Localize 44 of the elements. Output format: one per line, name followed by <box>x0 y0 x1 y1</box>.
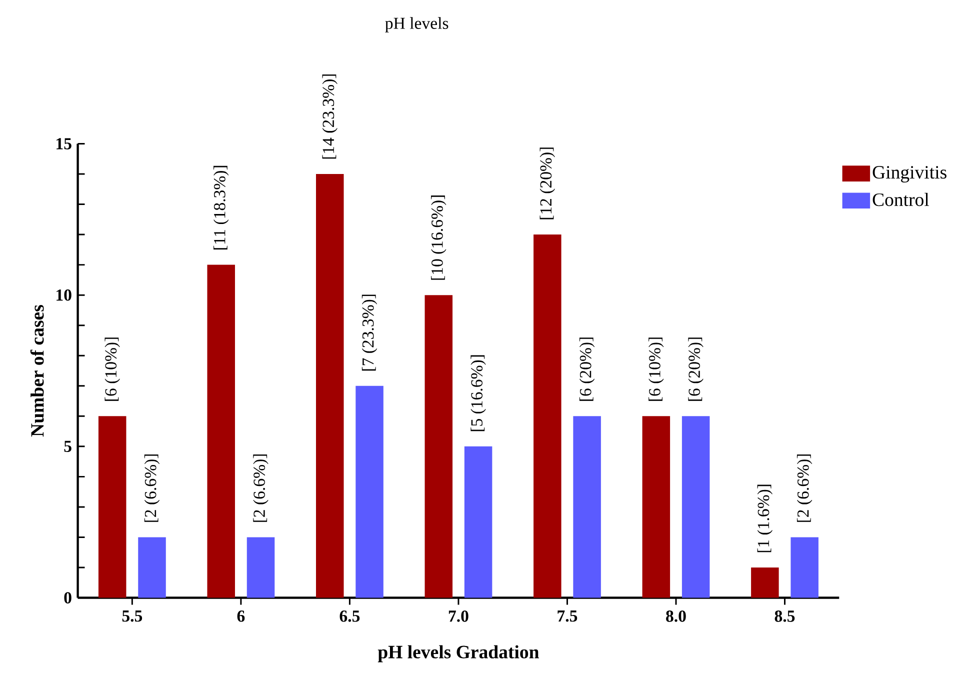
data-label: [7 (23.3%)] <box>362 294 378 371</box>
data-label: [2 (6.6%)] <box>253 454 268 522</box>
y-tick-label: 5 <box>64 440 72 452</box>
legend-label: Gingivitis <box>872 166 946 182</box>
bar <box>246 537 275 598</box>
bar <box>316 174 344 598</box>
chart-title: pH levels <box>385 17 448 32</box>
x-tick-label: 6.5 <box>340 610 360 622</box>
data-label: [1 (1.6%)] <box>757 484 773 552</box>
y-tick-label: 15 <box>56 138 72 150</box>
bar <box>464 446 492 598</box>
bar <box>642 416 670 598</box>
data-label: [11 (18.3%)] <box>214 166 229 250</box>
bar <box>751 567 779 598</box>
bar <box>98 416 126 598</box>
y-tick-label: 10 <box>56 289 72 301</box>
bar <box>682 416 710 598</box>
y-axis-title: Number of cases <box>30 304 44 437</box>
data-label: [6 (10%)] <box>648 338 664 401</box>
bar <box>790 537 818 598</box>
data-label: [6 (20%)] <box>579 338 595 401</box>
legend-label: Control <box>872 192 929 206</box>
bar <box>138 537 166 598</box>
x-tick-label: 6 <box>237 610 245 622</box>
x-tick-label: 7.0 <box>448 610 468 622</box>
bar <box>356 386 384 598</box>
data-label: [6 (10%)] <box>104 338 120 401</box>
data-label: [2 (6.6%)] <box>144 454 160 522</box>
x-tick-label: 7.5 <box>558 610 578 622</box>
data-label: [6 (20%)] <box>688 338 704 401</box>
data-label: [10 (16.6%)] <box>431 195 446 280</box>
x-axis-title: pH levels Gradation <box>378 645 539 662</box>
bar <box>207 264 235 598</box>
y-tick-label: 0 <box>64 592 72 604</box>
x-tick-label: 5.5 <box>122 610 142 622</box>
data-label: [2 (6.6%)] <box>796 454 812 522</box>
data-label: [5 (16.6%)] <box>470 355 486 432</box>
bar <box>424 295 453 598</box>
data-label: [14 (23.3%)] <box>322 74 338 159</box>
bar <box>573 416 601 598</box>
x-tick-label: 8.5 <box>774 610 795 622</box>
bar <box>534 234 562 598</box>
data-label: [12 (20%)] <box>540 148 556 220</box>
x-tick-label: 8.0 <box>666 610 686 622</box>
